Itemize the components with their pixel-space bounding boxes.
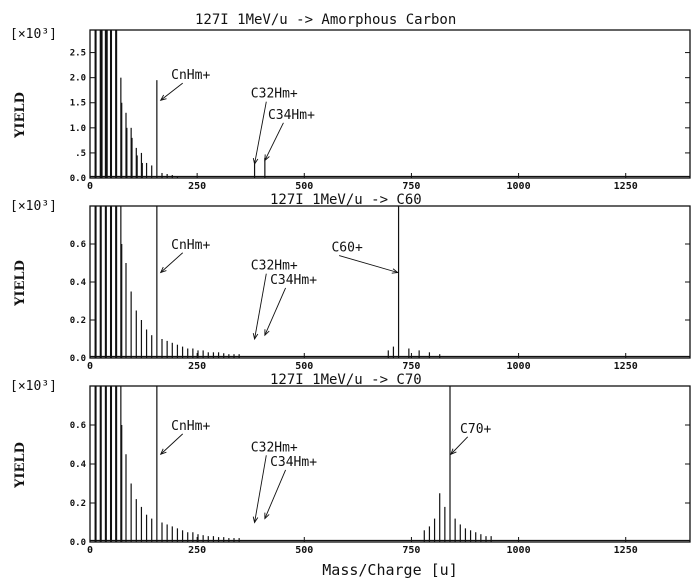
annotations: CnHm+ C32Hm+ C34Hm+ xyxy=(159,68,315,166)
peaks xyxy=(90,30,690,178)
x-tick-label: 1250 xyxy=(614,545,638,556)
x-ticks: 0 250 500 750 1000 1250 0.0 .5 1.0 1.5 2.0 2.5 xyxy=(70,49,690,192)
y-axis-label: YIELD xyxy=(13,442,28,489)
arrowhead xyxy=(450,448,457,456)
y-tick-label: 0.4 xyxy=(70,460,87,470)
x-tick-label: 1000 xyxy=(507,545,531,556)
y-tick-label: 1.5 xyxy=(70,99,86,109)
annotation-label: C34Hm+ xyxy=(270,273,317,288)
y-multiplier: [×10³] xyxy=(10,379,57,394)
annotation-arrow xyxy=(264,122,284,161)
y-tick-label: 0.0 xyxy=(70,538,86,548)
y-tick-label: 0.0 xyxy=(70,174,86,184)
arrowhead xyxy=(159,94,167,101)
annotation-arrow xyxy=(254,455,267,523)
arrowhead xyxy=(264,329,270,337)
annotation-label: C70+ xyxy=(460,422,491,437)
x-tick-label: 0 xyxy=(87,361,93,372)
annotation-label: CnHm+ xyxy=(171,238,210,253)
annotation-label: CnHm+ xyxy=(171,419,210,434)
panel-title: 127I 1MeV/u -> C60 xyxy=(270,192,422,208)
y-tick-label: 1.0 xyxy=(70,124,86,134)
x-tick-label: 500 xyxy=(295,361,313,372)
x-tick-label: 500 xyxy=(295,545,313,556)
panel-amorphous-carbon: 127I 1MeV/u -> Amorphous Carbon [×10³] Y… xyxy=(10,12,691,192)
x-tick-label: 0 xyxy=(87,181,93,192)
panel-c60: 127I 1MeV/u -> C60 [×10³] YIELD 0 250 500 7… xyxy=(10,192,691,372)
plot-frame xyxy=(89,205,691,359)
panel-title: 127I 1MeV/u -> Amorphous Carbon xyxy=(195,12,456,28)
x-tick-label: 250 xyxy=(188,545,206,556)
x-tick-label: 0 xyxy=(87,545,93,556)
annotation-label: CnHm+ xyxy=(171,68,210,83)
peaks xyxy=(90,206,690,358)
y-tick-label: 2.5 xyxy=(70,49,86,59)
y-tick-label: 2.0 xyxy=(70,74,86,84)
annotations: CnHm+ C32Hm+C34Hm+ C60+ xyxy=(159,238,399,341)
x-tick-label: 1000 xyxy=(507,361,531,372)
x-tick-label: 1250 xyxy=(614,181,638,192)
x-tick-label: 1000 xyxy=(507,181,531,192)
annotation-arrow xyxy=(264,287,286,336)
x-tick-label: 750 xyxy=(402,361,420,372)
arrowhead xyxy=(252,333,259,341)
peaks xyxy=(90,386,690,542)
y-axis-label: YIELD xyxy=(13,260,28,307)
y-multiplier: [×10³] xyxy=(10,27,57,42)
arrowhead xyxy=(252,516,259,524)
plot-frame xyxy=(89,29,691,179)
x-tick-label: 750 xyxy=(402,545,420,556)
annotation-label: C32Hm+ xyxy=(251,440,298,455)
y-tick-label: 0.2 xyxy=(70,316,86,326)
x-tick-label: 750 xyxy=(402,181,420,192)
y-tick-label: 0.2 xyxy=(70,499,86,509)
x-tick-label: 1250 xyxy=(614,361,638,372)
annotation-arrow xyxy=(264,469,286,519)
y-tick-label: 0.0 xyxy=(70,354,86,364)
annotation-label: C34Hm+ xyxy=(268,108,315,123)
x-ticks: 0 250 500 750 1000 1250 0.0 0.2 0.4 0.6 xyxy=(70,421,690,556)
x-tick-label: 250 xyxy=(188,181,206,192)
arrowhead xyxy=(391,268,399,274)
annotation-label: C60+ xyxy=(331,241,362,256)
annotation-arrow xyxy=(160,82,183,101)
x-axis-label: Mass/Charge [u] xyxy=(322,561,457,579)
y-tick-label: 0.4 xyxy=(70,278,87,288)
arrowhead xyxy=(252,157,259,166)
y-tick-label: 0.6 xyxy=(70,421,86,431)
annotation-label: C32Hm+ xyxy=(251,87,298,102)
annotation-arrow xyxy=(254,273,267,340)
arrowhead xyxy=(264,512,270,520)
annotation-arrow xyxy=(160,433,184,455)
annotation-arrow xyxy=(450,436,469,455)
arrowhead xyxy=(159,266,167,274)
annotation-label: C34Hm+ xyxy=(270,455,317,470)
y-tick-label: 0.6 xyxy=(70,240,86,250)
panel-title: 127I 1MeV/u -> C70 xyxy=(270,372,422,388)
annotation-arrow xyxy=(160,252,184,273)
annotations: CnHm+ C32Hm+C34Hm+ C70+ xyxy=(159,419,492,524)
x-tick-label: 500 xyxy=(295,181,313,192)
annotation-arrow xyxy=(339,255,398,273)
y-tick-label: .5 xyxy=(75,149,86,159)
panel-c70: 127I 1MeV/u -> C70 [×10³] YIELD 0 250 500 7… xyxy=(10,372,691,556)
plot-frame xyxy=(89,385,691,543)
annotation-arrow xyxy=(254,101,267,165)
x-tick-label: 250 xyxy=(188,361,206,372)
annotation-label: C32Hm+ xyxy=(251,259,298,274)
arrowhead xyxy=(159,448,167,456)
x-ticks: 0 250 500 750 1000 1250 0.0 0.2 0.4 0.6 xyxy=(70,240,690,372)
y-axis-label: YIELD xyxy=(13,92,28,139)
arrowhead xyxy=(264,154,270,162)
y-multiplier: [×10³] xyxy=(10,199,57,214)
